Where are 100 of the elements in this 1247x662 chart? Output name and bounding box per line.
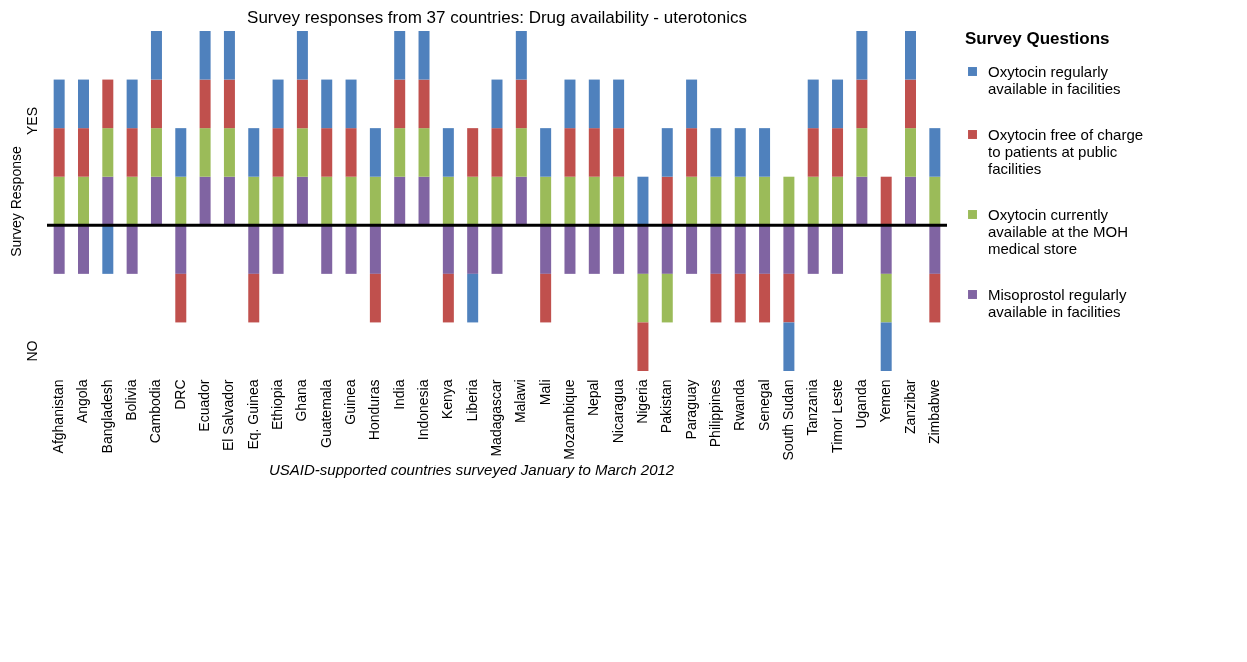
bar (223, 31, 235, 80)
bar (321, 79, 333, 129)
x-tick-label: Bolivia (123, 379, 140, 421)
bar (856, 31, 868, 80)
x-tick-label: Ethiopia (269, 379, 286, 431)
text: NO (24, 340, 40, 362)
bar (77, 176, 89, 226)
x-tick-label: Honduras (366, 379, 383, 441)
bar (102, 79, 114, 129)
bar (418, 128, 430, 177)
bar (126, 225, 138, 274)
bar (832, 176, 844, 226)
bar (272, 225, 284, 274)
bar (296, 128, 308, 177)
bar (223, 176, 235, 226)
x-tick-label: Senegal (755, 379, 772, 431)
bar (710, 128, 722, 177)
bar (53, 128, 65, 177)
bar (369, 273, 381, 323)
bar (880, 322, 892, 371)
bar (321, 128, 333, 177)
x-tick-label: Bangladesh (98, 379, 115, 454)
bar (467, 225, 479, 274)
x-tick-label: El Salvador (220, 379, 237, 452)
bar (613, 128, 625, 177)
x-tick-label: Eq. Guinea (244, 379, 261, 450)
bar (126, 128, 138, 177)
bar (905, 31, 917, 80)
x-tick-label: Pakistan (658, 379, 675, 434)
bar (929, 273, 941, 323)
bar (248, 176, 260, 226)
bar (613, 79, 625, 129)
bar (637, 322, 649, 371)
x-tick-label: Guatemala (317, 379, 334, 448)
bar (175, 225, 187, 274)
x-tick-label: Zimbabwe (925, 379, 942, 445)
bar (199, 128, 211, 177)
bar (418, 79, 430, 129)
bar (807, 225, 819, 274)
bar (491, 225, 503, 274)
bar (734, 128, 746, 177)
bar (442, 273, 454, 323)
bar (540, 128, 552, 177)
bar (905, 176, 917, 226)
x-tick-label: Kenya (439, 379, 456, 420)
bar (345, 225, 357, 274)
bar (710, 176, 722, 226)
bar (491, 79, 503, 129)
bar (710, 225, 722, 274)
bar (661, 273, 673, 323)
bar (248, 128, 260, 177)
bar (175, 176, 187, 226)
bar (807, 79, 819, 129)
bar (783, 225, 795, 274)
bar (613, 176, 625, 226)
bar (564, 128, 576, 177)
bar (515, 176, 527, 226)
bar (564, 79, 576, 129)
bar (394, 31, 406, 80)
bar (467, 176, 479, 226)
bar (102, 176, 114, 226)
bar (272, 176, 284, 226)
bar (661, 225, 673, 274)
bar (296, 176, 308, 226)
bar (345, 176, 357, 226)
text: YES (24, 106, 40, 136)
bar (856, 176, 868, 226)
bar (150, 31, 162, 80)
bar (102, 128, 114, 177)
bar (759, 225, 771, 274)
bar (734, 176, 746, 226)
x-tick-label: Tanzania (804, 379, 821, 436)
bar (77, 225, 89, 274)
x-tick-label: Liberia (463, 379, 480, 422)
bar (515, 31, 527, 80)
bar (783, 176, 795, 226)
bar (686, 128, 698, 177)
bar (442, 128, 454, 177)
bar (905, 128, 917, 177)
bar (272, 79, 284, 129)
bar (588, 176, 600, 226)
bar (126, 176, 138, 226)
bar (175, 273, 187, 323)
bar (588, 128, 600, 177)
bar (613, 225, 625, 274)
x-tick-label: Ghana (293, 379, 310, 422)
x-tick-label: Madagascar (488, 379, 504, 457)
legend-label: Oxytocin regularly available in facilities (988, 62, 1121, 97)
bar (150, 176, 162, 226)
bar (467, 273, 479, 323)
bar (53, 79, 65, 129)
x-tick-label: Zanzibar (901, 379, 918, 434)
legend-label: Oxytocin free of charge to patients at public facilities (988, 125, 1144, 177)
x-tick-label: Uganda (852, 379, 869, 429)
x-tick-label: DRC (171, 379, 188, 410)
bar (929, 176, 941, 226)
bar (759, 176, 771, 226)
bar (442, 176, 454, 226)
bar (369, 128, 381, 177)
bar (637, 176, 649, 226)
